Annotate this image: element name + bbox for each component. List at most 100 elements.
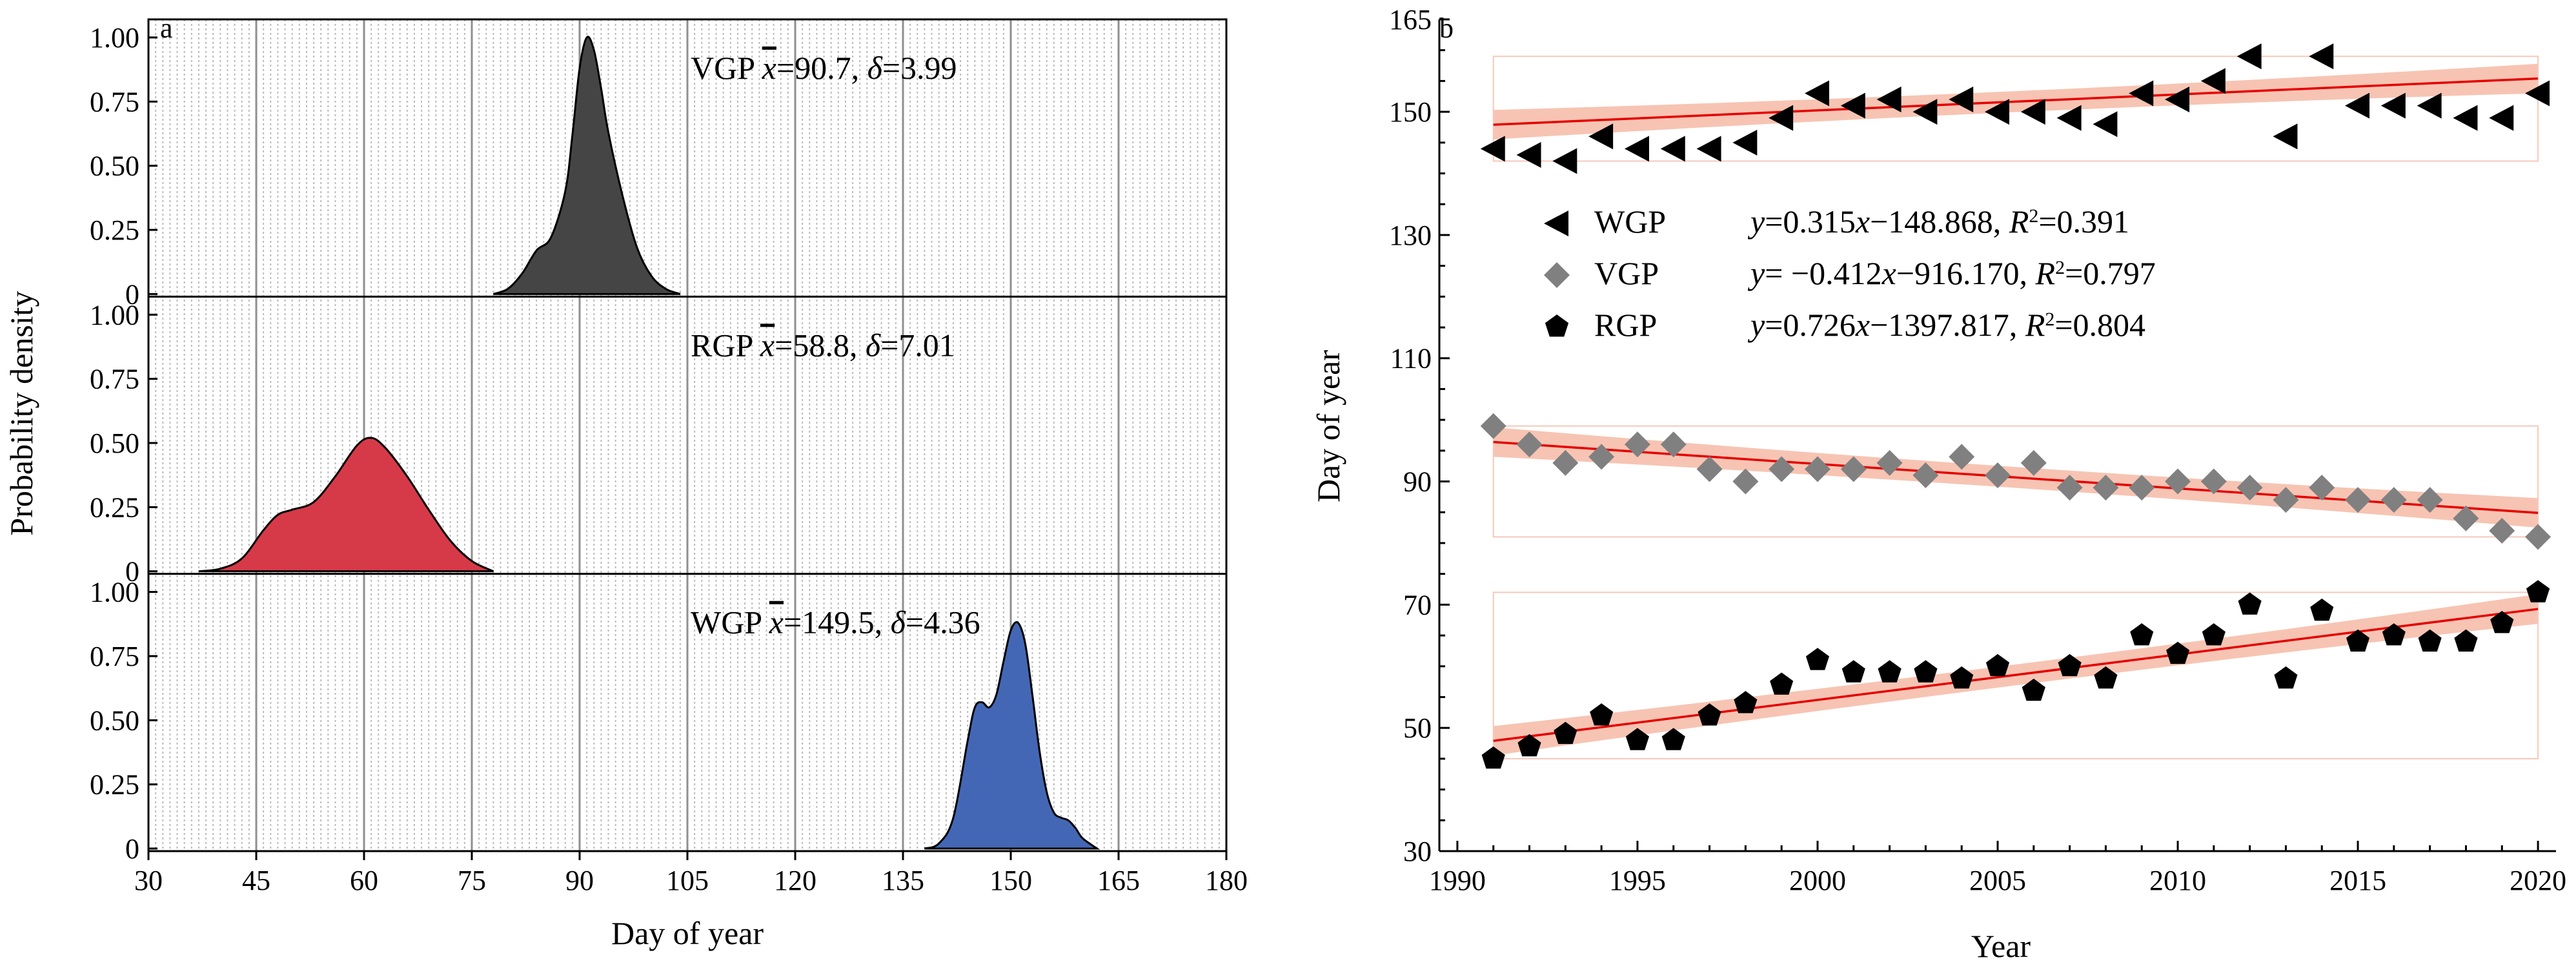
point-rgp [1985,654,2010,677]
x-tick-label: 2010 [2149,865,2206,896]
point-rgp [1841,660,1865,683]
eq-y: y [1747,307,1765,343]
point-wgp [1696,136,1721,162]
x-tick-label: 2000 [1789,865,1846,896]
panel-b-scatter-chart: 30 50 70 90 110 130 150 165 1990 1995 2000 2005 201… [1310,4,2566,964]
y-tick-label: 0.75 [90,641,139,672]
point-vgp [2273,487,2299,513]
y-tick-label: 0.75 [90,364,139,395]
eq-r: R [2025,307,2045,343]
point-wgp [2273,123,2298,150]
point-rgp [1590,703,1614,726]
panel-b-letter: b [1439,12,1454,44]
mean-symbol: x [762,50,776,86]
y-tick-label: 1.00 [90,577,139,608]
panel-a-x-axis-label: Day of year [611,915,764,951]
legend-label-rgp: RGP [1594,307,1657,343]
point-vgp [1588,444,1615,470]
eq-slope: =0.726 [1765,307,1856,343]
point-rgp [1950,666,1974,689]
point-vgp [2129,475,2155,501]
legend-label-vgp: VGP [1594,255,1659,291]
x-tick-label: 75 [458,865,486,896]
panel-b-x-axis-label: Year [1971,928,2031,964]
point-vgp [1985,462,2011,489]
eq-r2-value: =0.804 [2054,307,2145,343]
y-tick-label: 70 [1403,589,1432,621]
eq-intercept: −1397.817, [1870,307,2025,343]
point-rgp [2490,611,2514,633]
x-tick-label: 1995 [1609,865,1666,896]
sd-symbol: δ [867,50,883,86]
y-tick-label: 0 [125,278,139,310]
point-wgp [1552,148,1577,174]
legend-marker-vgp [1544,262,1570,288]
point-wgp [2417,92,2442,119]
panel-b-y-axis-label: Day of year [1310,350,1346,502]
x-tick-label: 120 [774,865,816,896]
point-wgp [1840,92,1865,119]
x-tick-label: 60 [350,865,378,896]
data-range-box-vgp [1492,425,2539,538]
point-rgp [2238,592,2262,615]
point-vgp [2200,468,2227,495]
point-wgp [1985,99,2009,125]
eq-r: R [2035,255,2056,291]
x-tick-label: 150 [989,865,1032,896]
point-wgp [1588,123,1614,150]
point-rgp [2346,629,2370,652]
point-wgp [1769,105,1794,131]
legend-equation-rgp: y=0.726x−1397.817, R2=0.804 [1747,307,2145,343]
panel-a-x-ticks: 30 45 60 75 90 105 120 135 150 165 180 [134,851,1248,896]
point-vgp [1480,413,1506,439]
eq-intercept: −916.170, [1896,255,2036,291]
point-rgp [2454,629,2478,652]
point-vgp [1769,456,1795,482]
point-vgp [1876,449,1903,476]
point-rgp [2418,629,2442,652]
panel-a-y-axis-label: Probability density [3,291,39,535]
stat-series-name: WGP [691,604,769,641]
point-rgp [1698,703,1721,726]
y-tick-label: 0.50 [90,150,139,182]
y-tick-label: 165 [1389,4,1432,36]
eq-y: y [1747,255,1765,291]
x-tick-label: 1990 [1429,865,1486,896]
eq-y: y [1747,203,1765,240]
point-rgp [2382,623,2406,646]
point-vgp [2345,487,2371,513]
legend-marker-wgp [1544,211,1568,236]
point-rgp [1661,728,1685,750]
point-rgp [1805,648,1829,670]
point-wgp [2056,105,2082,131]
x-tick-label: 180 [1205,865,1248,896]
point-wgp [2489,105,2514,131]
point-rgp [2274,666,2298,689]
panel-b-y-ticks: 30 50 70 90 110 130 150 165 [1389,4,1450,867]
point-vgp [1552,449,1579,476]
fit-line-rgp [1493,608,2539,742]
point-rgp [2058,654,2082,677]
point-vgp [2489,517,2515,544]
y-tick-label: 1.00 [90,22,139,54]
x-tick-label: 30 [134,865,163,896]
panel-a-grid [155,19,1220,851]
density-area-rgp [198,437,494,573]
point-vgp [1912,462,1939,489]
y-tick-label: 0.25 [90,214,139,246]
point-wgp [1876,87,1902,113]
mean-value: =149.5, [784,604,891,641]
eq-slope: = −0.412 [1765,255,1881,291]
y-tick-label: 0.50 [90,705,139,736]
mean-symbol: x [769,604,784,641]
x-tick-label: 2020 [2510,865,2566,896]
data-range-box-wgp [1492,56,2539,162]
fit-line-wgp [1493,77,2539,126]
point-vgp [1840,456,1867,482]
sd-symbol: δ [866,327,881,363]
panel-b-points [1480,43,2551,769]
point-rgp [1481,746,1505,769]
y-tick-label: 30 [1403,836,1432,867]
